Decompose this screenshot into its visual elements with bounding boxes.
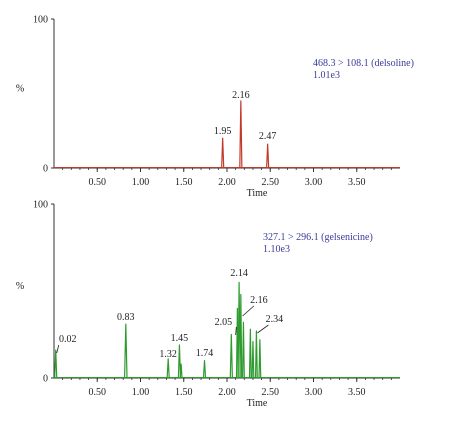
- peak-label: 2.16: [250, 295, 268, 306]
- transition-annotation: 468.3 > 108.1 (delsoline): [313, 58, 414, 69]
- y-tick-label: 100: [33, 200, 48, 211]
- y-axis-title: %: [16, 84, 24, 95]
- peak-label-leader: [257, 324, 269, 334]
- x-tick-label: 3.50: [348, 177, 366, 188]
- peak-label: 2.16: [232, 90, 250, 101]
- peak-label-leader: [56, 344, 60, 354]
- x-tick-label: 3.50: [348, 387, 366, 398]
- intensity-annotation: 1.01e3: [313, 70, 340, 81]
- x-tick-label: 1.00: [132, 387, 150, 398]
- x-tick-label: 3.00: [305, 387, 323, 398]
- x-axis-title: Time: [247, 398, 268, 409]
- y-tick-label: 0: [43, 164, 48, 175]
- peak-label: 2.34: [266, 314, 284, 325]
- peak-label: 0.83: [117, 312, 135, 323]
- peak-label: 1.32: [159, 349, 177, 360]
- x-tick-label: 2.50: [262, 177, 280, 188]
- peak-label: 0.02: [59, 334, 77, 345]
- x-tick-label: 2.50: [262, 387, 280, 398]
- transition-annotation: 327.1 > 296.1 (gelsenicine): [263, 232, 373, 243]
- peak-mark: [254, 330, 258, 379]
- peak-mark: [248, 328, 252, 379]
- x-tick-label: 2.00: [218, 177, 236, 188]
- peak-label: 2.14: [230, 268, 248, 279]
- peak-label-leader: [242, 305, 255, 317]
- top-chromatogram-panel: 0 100% 0.50 1.00 1.50 2.00 2.50 3.00 3.50 Time 1.9…: [16, 15, 414, 200]
- peak-label: 2.47: [259, 131, 277, 142]
- peak-mark: [179, 363, 183, 379]
- peak-mark: [251, 340, 255, 379]
- peak-mark: [258, 339, 262, 379]
- x-axis-title: Time: [247, 188, 268, 199]
- peak-mark: [229, 333, 233, 379]
- peak-label: 1.95: [214, 126, 232, 137]
- peak-label: 1.74: [196, 348, 214, 359]
- peak-mark: [239, 293, 243, 379]
- x-tick-label: 1.50: [175, 177, 193, 188]
- y-tick-label: 0: [43, 374, 48, 385]
- peak-label-leader: [235, 326, 237, 336]
- y-axis-title: %: [16, 281, 24, 292]
- peak-label: 1.45: [171, 333, 189, 344]
- peak-mark: [166, 358, 170, 379]
- bottom-chromatogram-panel: 0 100% 0.50 1.00 1.50 2.00 2.50 3.00 3.50 Time 0.0…: [16, 200, 400, 409]
- peak-label: 2.05: [215, 317, 233, 328]
- peak-mark: [202, 360, 207, 379]
- x-tick-label: 0.50: [89, 387, 107, 398]
- peak-mark: [54, 349, 58, 379]
- peak-mark: [123, 323, 128, 379]
- peak-mark: [266, 143, 270, 169]
- peak-mark: [221, 137, 225, 169]
- x-tick-label: 1.50: [175, 387, 193, 398]
- x-tick-label: 1.00: [132, 177, 150, 188]
- peak-mark: [241, 321, 245, 379]
- x-tick-label: 2.00: [218, 387, 236, 398]
- x-tick-label: 0.50: [89, 177, 107, 188]
- intensity-annotation: 1.10e3: [263, 244, 290, 255]
- y-tick-label: 100: [33, 15, 48, 26]
- peak-mark: [239, 100, 243, 169]
- x-tick-label: 3.00: [305, 177, 323, 188]
- peak-mark: [177, 344, 182, 379]
